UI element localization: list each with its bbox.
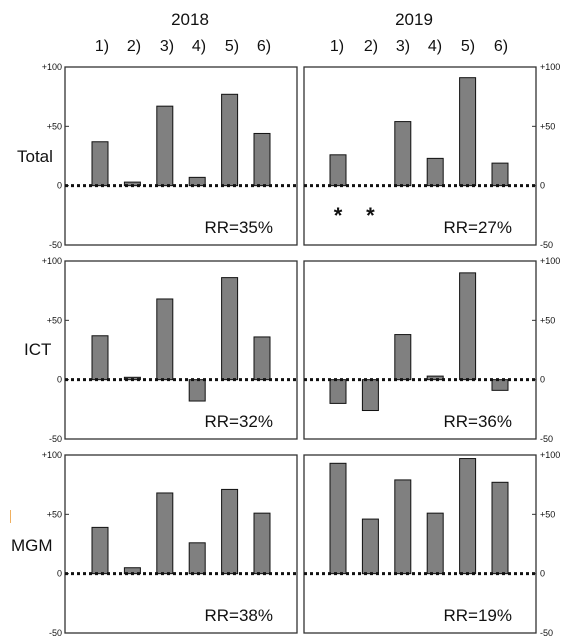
bar-mgm-2018-4 bbox=[188, 542, 206, 575]
y-tick-label-total-2019-3: -50 bbox=[540, 240, 553, 250]
y-tick-label-ict-2019-1: +50 bbox=[540, 315, 555, 325]
y-tick-label-total-2018-2: 0 bbox=[57, 181, 62, 191]
panel-frame-ict-2018 bbox=[64, 260, 298, 440]
bar-ict-2019-2 bbox=[361, 379, 379, 412]
bar-ict-2019-5 bbox=[459, 272, 477, 381]
y-tick-label-total-2019-0: +100 bbox=[540, 62, 560, 72]
bar-total-2019-4 bbox=[426, 157, 444, 187]
bar-total-2018-3 bbox=[156, 105, 174, 187]
panel-frame-total-2019 bbox=[303, 66, 537, 246]
category-label-2019-2: 2) bbox=[363, 38, 379, 55]
panel-frame-total-2018 bbox=[64, 66, 298, 246]
y-tick-label-mgm-2019-0: +100 bbox=[540, 450, 560, 460]
category-label-2018-2: 2) bbox=[126, 38, 142, 55]
bar-mgm-2019-4 bbox=[426, 512, 444, 575]
bar-ict-2019-3 bbox=[394, 334, 412, 381]
bar-total-2018-1 bbox=[91, 141, 109, 187]
bar-total-2019-6 bbox=[491, 162, 509, 187]
bar-total-2019-3 bbox=[394, 121, 412, 187]
bar-mgm-2018-3 bbox=[156, 492, 174, 575]
rr-label-mgm-2018: RR=38% bbox=[204, 606, 273, 625]
category-label-2018-6: 6) bbox=[256, 38, 272, 55]
y-tick-label-ict-2018-1: +50 bbox=[47, 315, 62, 325]
bar-mgm-2019-5 bbox=[459, 458, 477, 575]
row-label-mgm: MGM bbox=[11, 536, 53, 555]
y-tick-label-ict-2019-3: -50 bbox=[540, 434, 553, 444]
rr-label-ict-2018: RR=32% bbox=[204, 412, 273, 431]
y-tick-label-mgm-2019-2: 0 bbox=[540, 569, 545, 579]
bar-ict-2019-6 bbox=[491, 379, 509, 391]
bar-mgm-2018-5 bbox=[221, 488, 239, 575]
y-tick-label-mgm-2019-3: -50 bbox=[540, 628, 553, 637]
category-label-2018-3: 3) bbox=[159, 38, 175, 55]
rr-label-ict-2019: RR=36% bbox=[443, 412, 512, 431]
rr-label-mgm-2019: RR=19% bbox=[443, 606, 512, 625]
bar-ict-2018-3 bbox=[156, 298, 174, 381]
rr-label-total-2018: RR=35% bbox=[204, 218, 273, 237]
y-tick-label-ict-2019-2: 0 bbox=[540, 375, 545, 385]
significance-marker-total-2019-1: * bbox=[334, 203, 343, 228]
y-tick-label-ict-2018-3: -50 bbox=[49, 434, 62, 444]
y-tick-label-total-2018-1: +50 bbox=[47, 121, 62, 131]
y-tick-label-mgm-2019-1: +50 bbox=[540, 509, 555, 519]
y-tick-label-ict-2018-0: +100 bbox=[42, 256, 62, 266]
bar-mgm-2019-1 bbox=[329, 462, 347, 575]
significance-marker-total-2019-2: * bbox=[366, 203, 375, 228]
y-tick-label-mgm-2018-3: -50 bbox=[49, 628, 62, 637]
bar-ict-2019-1 bbox=[329, 379, 347, 404]
y-tick-label-total-2018-0: +100 bbox=[42, 62, 62, 72]
category-label-2019-3: 3) bbox=[395, 38, 411, 55]
bar-ict-2018-1 bbox=[91, 335, 109, 381]
panel-frame-mgm-2019 bbox=[303, 454, 537, 634]
category-label-2019-1: 1) bbox=[329, 38, 345, 55]
bar-total-2019-1 bbox=[329, 154, 347, 187]
bar-mgm-2018-6 bbox=[253, 512, 271, 575]
y-tick-label-total-2019-1: +50 bbox=[540, 121, 555, 131]
year-header-2018: 2018 bbox=[171, 10, 209, 29]
bar-mgm-2019-2 bbox=[361, 518, 379, 575]
bar-total-2018-6 bbox=[253, 132, 271, 187]
category-label-2018-5: 5) bbox=[224, 38, 240, 55]
bar-ict-2019-4 bbox=[426, 375, 444, 381]
y-tick-label-mgm-2018-2: 0 bbox=[57, 569, 62, 579]
y-tick-label-mgm-2018-1: +50 bbox=[47, 509, 62, 519]
bar-mgm-2019-6 bbox=[491, 481, 509, 575]
bar-total-2018-5 bbox=[221, 93, 239, 187]
bar-total-2019-5 bbox=[459, 77, 477, 187]
rr-label-total-2019: RR=27% bbox=[443, 218, 512, 237]
bar-mgm-2018-1 bbox=[91, 526, 109, 575]
bar-ict-2018-5 bbox=[221, 277, 239, 381]
category-label-2019-6: 6) bbox=[493, 38, 509, 55]
year-header-2019: 2019 bbox=[395, 10, 433, 29]
category-label-2018-4: 4) bbox=[191, 38, 207, 55]
row-label-ict: ICT bbox=[24, 340, 52, 359]
y-tick-label-mgm-2018-0: +100 bbox=[42, 450, 62, 460]
panel-frame-mgm-2018 bbox=[64, 454, 298, 634]
bar-ict-2018-6 bbox=[253, 336, 271, 381]
accent-mark bbox=[10, 510, 11, 523]
category-label-2018-1: 1) bbox=[94, 38, 110, 55]
y-tick-label-ict-2019-0: +100 bbox=[540, 256, 560, 266]
y-tick-label-total-2019-2: 0 bbox=[540, 181, 545, 191]
y-tick-label-total-2018-3: -50 bbox=[49, 240, 62, 250]
bar-ict-2018-4 bbox=[188, 379, 206, 402]
category-label-2019-4: 4) bbox=[427, 38, 443, 55]
y-tick-label-ict-2018-2: 0 bbox=[57, 375, 62, 385]
row-label-total: Total bbox=[17, 147, 53, 166]
category-label-2019-5: 5) bbox=[460, 38, 476, 55]
bar-mgm-2019-3 bbox=[394, 479, 412, 575]
panel-frame-ict-2019 bbox=[303, 260, 537, 440]
